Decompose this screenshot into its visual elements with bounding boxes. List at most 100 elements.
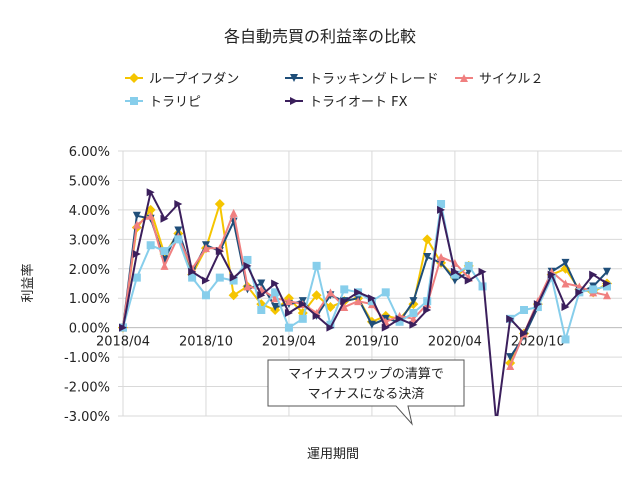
- data-point: [284, 308, 293, 317]
- data-point: [437, 253, 446, 261]
- data-point: [132, 273, 141, 282]
- data-point: [160, 214, 169, 223]
- data-point: [603, 267, 611, 276]
- legend-item: トラリピ: [125, 95, 201, 110]
- data-point: [201, 291, 210, 300]
- data-point: [298, 314, 307, 323]
- data-point: [520, 329, 529, 338]
- data-point: [257, 291, 266, 300]
- data-point: [298, 300, 307, 309]
- data-point: [589, 270, 598, 279]
- data-point: [146, 188, 155, 197]
- data-point: [311, 290, 322, 301]
- annotation-callout: マイナススワップの清算で マイナスになる決済: [267, 359, 465, 426]
- data-point: [243, 261, 252, 270]
- series-5: [119, 188, 611, 427]
- data-point: [547, 270, 556, 279]
- legend-item: トライオート FX: [285, 95, 408, 110]
- data-point: [460, 74, 468, 82]
- data-point: [367, 297, 376, 306]
- data-point: [603, 291, 611, 300]
- data-point: [215, 247, 224, 256]
- x-tick-label: 2019/04: [262, 335, 316, 350]
- data-point: [229, 273, 238, 282]
- x-axis-label: 運用期間: [307, 447, 359, 462]
- data-point: [561, 303, 570, 312]
- data-point: [340, 303, 349, 312]
- y-tick-label: 3.00%: [69, 233, 110, 248]
- data-point: [409, 308, 418, 317]
- data-point: [229, 208, 238, 217]
- data-point: [395, 317, 404, 326]
- data-point: [575, 288, 584, 297]
- data-point: [312, 261, 321, 270]
- y-tick-label: 1.00%: [69, 292, 110, 307]
- data-point: [271, 294, 280, 303]
- data-point: [506, 314, 515, 323]
- data-point: [174, 235, 183, 244]
- legend-label: トラリピ: [149, 95, 201, 110]
- y-tick-label: 0.00%: [69, 322, 110, 337]
- data-point: [423, 253, 432, 261]
- data-point: [188, 273, 197, 282]
- data-point: [506, 361, 515, 370]
- data-point: [409, 320, 418, 329]
- legend-label: ループイフダン: [149, 72, 239, 87]
- data-point: [129, 73, 139, 83]
- data-point: [547, 273, 556, 282]
- data-point: [409, 314, 418, 323]
- data-point: [423, 306, 432, 314]
- data-point: [561, 279, 570, 288]
- data-point: [437, 205, 446, 214]
- y-tick-label: -3.00%: [64, 410, 110, 425]
- legend-label: サイクル２: [479, 72, 543, 87]
- data-point: [367, 320, 376, 329]
- data-point: [492, 419, 500, 427]
- data-point: [271, 303, 280, 312]
- legend: ループイフダン トラッキングトレード サイクル２ トラリピ トライオート FX: [125, 72, 543, 110]
- data-point: [437, 200, 446, 208]
- data-point: [146, 211, 155, 220]
- x-tick-label: 2020/04: [428, 335, 482, 350]
- data-point: [395, 314, 404, 323]
- data-point: [478, 267, 487, 276]
- y-tick-label: 2.00%: [69, 263, 110, 278]
- data-point: [423, 297, 432, 306]
- data-point: [354, 288, 363, 297]
- y-axis-ticks: 6.00% 5.00% 4.00% 3.00% 2.00% 1.00% 0.00% -1.00…: [64, 145, 110, 425]
- data-point: [201, 276, 210, 285]
- data-point: [290, 97, 298, 105]
- data-point: [464, 276, 473, 285]
- data-point: [284, 323, 293, 332]
- y-tick-label: 6.00%: [69, 145, 110, 160]
- legend-label: トライオート FX: [309, 95, 408, 110]
- legend-label: トラッキングトレード: [309, 72, 439, 87]
- data-point: [561, 335, 570, 344]
- data-point: [340, 285, 349, 294]
- data-point: [367, 294, 376, 303]
- data-point: [201, 244, 210, 253]
- data-point: [271, 279, 280, 288]
- y-tick-label: -2.00%: [64, 381, 110, 396]
- data-point: [326, 288, 335, 297]
- data-point: [119, 323, 127, 332]
- data-point: [478, 282, 487, 291]
- data-point: [188, 267, 197, 276]
- data-point: [174, 226, 183, 235]
- data-point: [146, 241, 155, 250]
- x-tick-label: 2018/10: [179, 335, 233, 350]
- data-point: [160, 247, 169, 256]
- callout-box: [267, 359, 465, 426]
- x-tick-label: 2018/04: [96, 335, 150, 350]
- data-point: [257, 279, 266, 288]
- data-point: [409, 297, 418, 306]
- data-point: [229, 276, 238, 285]
- data-point: [243, 255, 252, 264]
- data-point: [243, 282, 252, 291]
- data-point: [228, 290, 239, 301]
- data-point: [312, 311, 321, 320]
- data-point: [450, 270, 459, 279]
- legend-item: サイクル２: [455, 72, 543, 87]
- data-point: [561, 258, 570, 267]
- data-point: [130, 97, 138, 105]
